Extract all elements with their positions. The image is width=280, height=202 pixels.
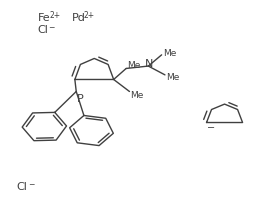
Text: Fe: Fe	[38, 13, 50, 23]
Text: 2+: 2+	[84, 11, 95, 20]
Text: N: N	[145, 59, 153, 68]
Text: Cl: Cl	[17, 181, 27, 191]
Text: Cl: Cl	[38, 25, 48, 35]
Text: P: P	[77, 94, 84, 104]
Text: 2+: 2+	[49, 11, 60, 20]
Text: −: −	[48, 23, 55, 32]
Text: Me: Me	[127, 61, 140, 70]
Text: Me: Me	[166, 73, 179, 82]
Text: Me: Me	[130, 90, 144, 100]
Text: Me: Me	[163, 48, 176, 57]
Text: −: −	[28, 179, 34, 188]
Text: −: −	[207, 122, 215, 132]
Text: Pd: Pd	[72, 13, 86, 23]
